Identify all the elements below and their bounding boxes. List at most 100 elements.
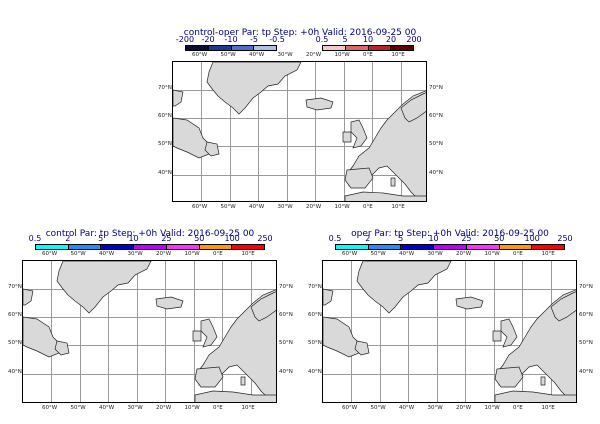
meridian xyxy=(522,261,523,402)
parallel xyxy=(323,289,576,290)
parallel xyxy=(173,118,426,120)
landmasses xyxy=(23,261,276,402)
longitude-tick: 50°W xyxy=(220,204,236,210)
latitude-tick: 40°N xyxy=(579,368,593,375)
longitude-tick: 30°W xyxy=(427,251,443,257)
colorbar-label: 0.5 xyxy=(28,234,42,243)
latitude-tick: 40°N xyxy=(429,169,443,176)
colorbar-label: 250 xyxy=(257,234,273,243)
longitude-tick: 20°W xyxy=(156,251,172,257)
colorbar-label: 25 xyxy=(461,234,472,243)
map xyxy=(172,61,427,202)
colorbar-segment xyxy=(232,245,265,249)
longitude-tick: 20°W xyxy=(306,52,322,58)
sardinia xyxy=(540,376,546,386)
longitude-tick: 10°W xyxy=(184,405,200,411)
parallel xyxy=(173,90,426,91)
colorbar-segment xyxy=(434,245,467,249)
longitude-tick: 20°W xyxy=(156,405,172,411)
longitude-tick: 10°E xyxy=(541,251,555,257)
colorbar-label: 0.5 xyxy=(328,234,342,243)
africa xyxy=(494,390,576,402)
latitude-tick: 60°N xyxy=(158,113,172,120)
sardinia xyxy=(240,376,246,386)
landmasses xyxy=(323,261,576,402)
longitude-tick: 30°W xyxy=(127,405,143,411)
latitude-tick: 70°N xyxy=(579,284,593,290)
africa xyxy=(194,390,276,402)
scandinavia xyxy=(550,291,576,322)
colorbar-label: 10 xyxy=(428,234,439,243)
longitude-tick: 20°W xyxy=(306,204,322,210)
colorbar-label: 25 xyxy=(161,234,172,243)
latitude-tick: 60°N xyxy=(8,312,22,319)
latitude-tick: 40°N xyxy=(158,169,172,176)
colorbar-left xyxy=(185,45,277,51)
panel-control: control Par: tp Step: +0h Valid: 2016-09… xyxy=(8,229,293,411)
meridian xyxy=(351,261,352,402)
parallel xyxy=(323,317,576,319)
colorbar-label: -0.5 xyxy=(269,35,285,44)
meridian xyxy=(315,62,316,201)
baffin xyxy=(173,89,184,107)
greenland xyxy=(56,261,152,314)
latitude-tick: 60°N xyxy=(429,113,443,120)
latitude-tick: 50°N xyxy=(8,340,22,347)
meridian xyxy=(258,62,259,201)
colorbar-segment xyxy=(323,46,346,50)
longitude-tick: 40°W xyxy=(399,251,415,257)
parallel xyxy=(323,373,576,375)
latitude-tick: 70°N xyxy=(158,85,172,91)
greenland xyxy=(206,62,302,115)
colorbar-right xyxy=(322,45,414,51)
parallel xyxy=(23,317,276,319)
colorbar-segment xyxy=(345,46,369,50)
longitude-tick: 10°E xyxy=(241,405,255,411)
ireland xyxy=(342,131,352,143)
longitude-tick: 10°W xyxy=(484,405,500,411)
colorbar-label: -20 xyxy=(201,35,215,44)
colorbar-label: 250 xyxy=(557,234,573,243)
latitude-tick: 50°N xyxy=(279,340,293,347)
longitude-tick: 30°W xyxy=(277,204,293,210)
colorbar-segment xyxy=(499,245,533,249)
meridian xyxy=(108,261,109,402)
longitude-tick: 60°W xyxy=(192,204,208,210)
colorbar-label: 5 xyxy=(342,35,348,44)
iceland xyxy=(155,296,184,310)
baffin xyxy=(23,288,34,306)
colorbar-segment xyxy=(336,245,369,249)
parallel xyxy=(173,174,426,176)
britain xyxy=(200,318,218,348)
map xyxy=(322,260,577,403)
britain xyxy=(500,318,518,348)
longitude-tick: 10°W xyxy=(184,251,200,257)
longitude-tick: 0°E xyxy=(363,204,373,210)
colorbar xyxy=(335,244,565,250)
meridian xyxy=(379,261,381,402)
longitude-tick: 50°W xyxy=(220,52,236,58)
longitude-tick: 10°E xyxy=(391,52,405,58)
longitude-tick: 30°W xyxy=(127,251,143,257)
meridian xyxy=(229,62,231,201)
scandinavia xyxy=(250,291,276,322)
britain xyxy=(350,119,368,149)
landmasses xyxy=(173,62,426,201)
latitude-tick: 70°N xyxy=(8,284,22,290)
colorbar-segment xyxy=(254,46,276,50)
colorbar-segment xyxy=(166,245,200,249)
panel-title: control-oper Par: tp Step: +0h Valid: 20… xyxy=(183,28,417,38)
longitude-tick: 0°E xyxy=(513,251,523,257)
colorbar-label: 200 xyxy=(406,35,422,44)
longitude-tick: 50°W xyxy=(70,251,86,257)
parallel xyxy=(323,345,576,347)
greenland xyxy=(356,261,452,314)
meridian xyxy=(165,261,166,402)
iberia xyxy=(494,366,524,388)
newfoundland xyxy=(354,340,370,356)
sardinia xyxy=(390,177,396,187)
longitude-tick: 10°E xyxy=(241,251,255,257)
meridian xyxy=(436,261,438,402)
parallel xyxy=(173,146,426,148)
